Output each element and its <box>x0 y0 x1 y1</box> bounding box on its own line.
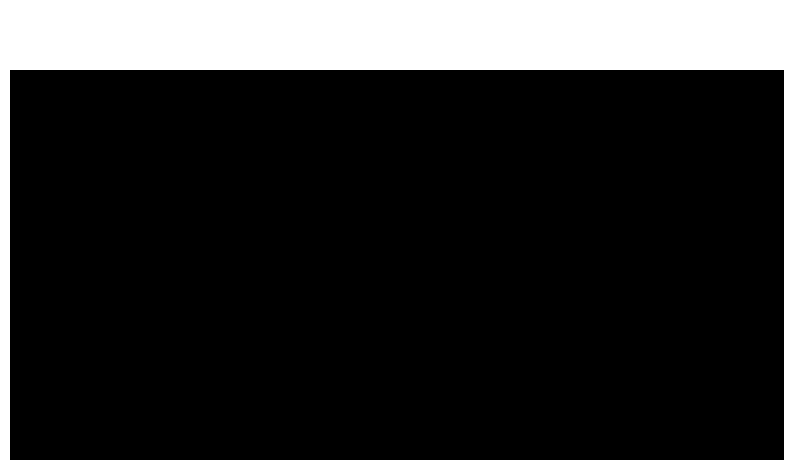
word-cloud <box>10 70 784 460</box>
word-cloud-background <box>10 70 784 460</box>
